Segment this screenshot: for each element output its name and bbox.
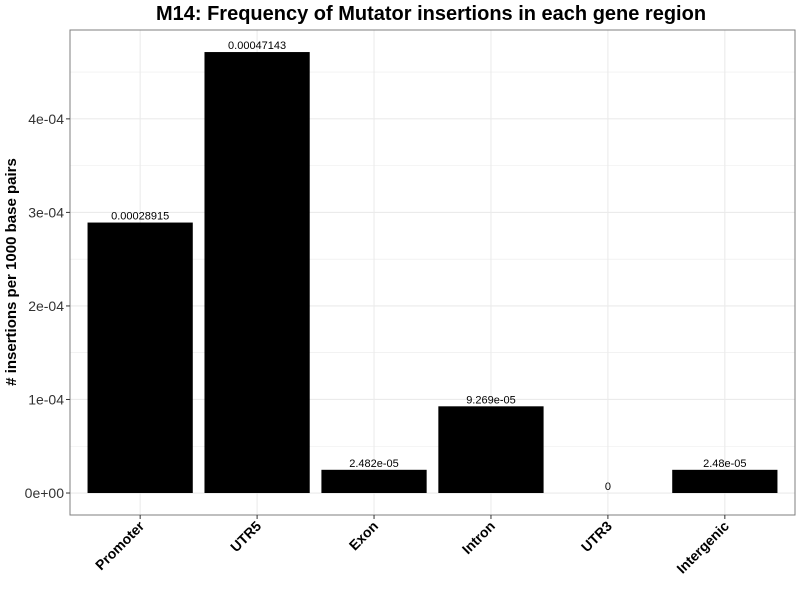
bars — [87, 52, 778, 494]
chart-title: M14: Frequency of Mutator insertions in … — [156, 3, 706, 25]
x-tick-label: UTR5 — [227, 518, 264, 555]
y-tick-label: 3e-04 — [28, 204, 64, 220]
bar-intron — [438, 406, 544, 494]
data-label: 0.00028915 — [111, 211, 169, 223]
y-tick-label: 4e-04 — [28, 111, 64, 127]
y-axis-label: # insertions per 1000 base pairs — [3, 158, 20, 386]
data-label: 2.48e-05 — [703, 458, 746, 470]
y-tick-label: 1e-04 — [28, 391, 64, 407]
x-tick-label: Exon — [346, 518, 382, 554]
data-label: 0.00047143 — [228, 40, 286, 52]
bar-utr5 — [204, 52, 310, 494]
data-label: 0 — [605, 481, 611, 493]
x-tick-label: UTR3 — [578, 518, 615, 555]
x-tick-label: Intergenic — [673, 518, 732, 577]
bar-intergenic — [672, 469, 778, 494]
bar-promoter — [87, 222, 193, 494]
data-label: 9.269e-05 — [466, 394, 516, 406]
x-tick-label: Intron — [459, 518, 498, 557]
panel-border — [69, 29, 796, 516]
x-tick-label: Promoter — [92, 517, 148, 573]
data-label: 2.482e-05 — [349, 458, 399, 470]
x-axis-ticks: Promoter UTR5 Exon Intron UTR3 Intergenic — [92, 515, 732, 576]
y-tick-label: 0e+00 — [25, 485, 65, 501]
bar-exon — [321, 469, 427, 494]
data-labels: 0.00028915 0.00047143 2.482e-05 9.269e-05 0 2… — [111, 40, 746, 493]
y-tick-label: 2e-04 — [28, 298, 64, 314]
y-axis-ticks: 0e+00 1e-04 2e-04 3e-04 4e-04 — [25, 111, 70, 501]
